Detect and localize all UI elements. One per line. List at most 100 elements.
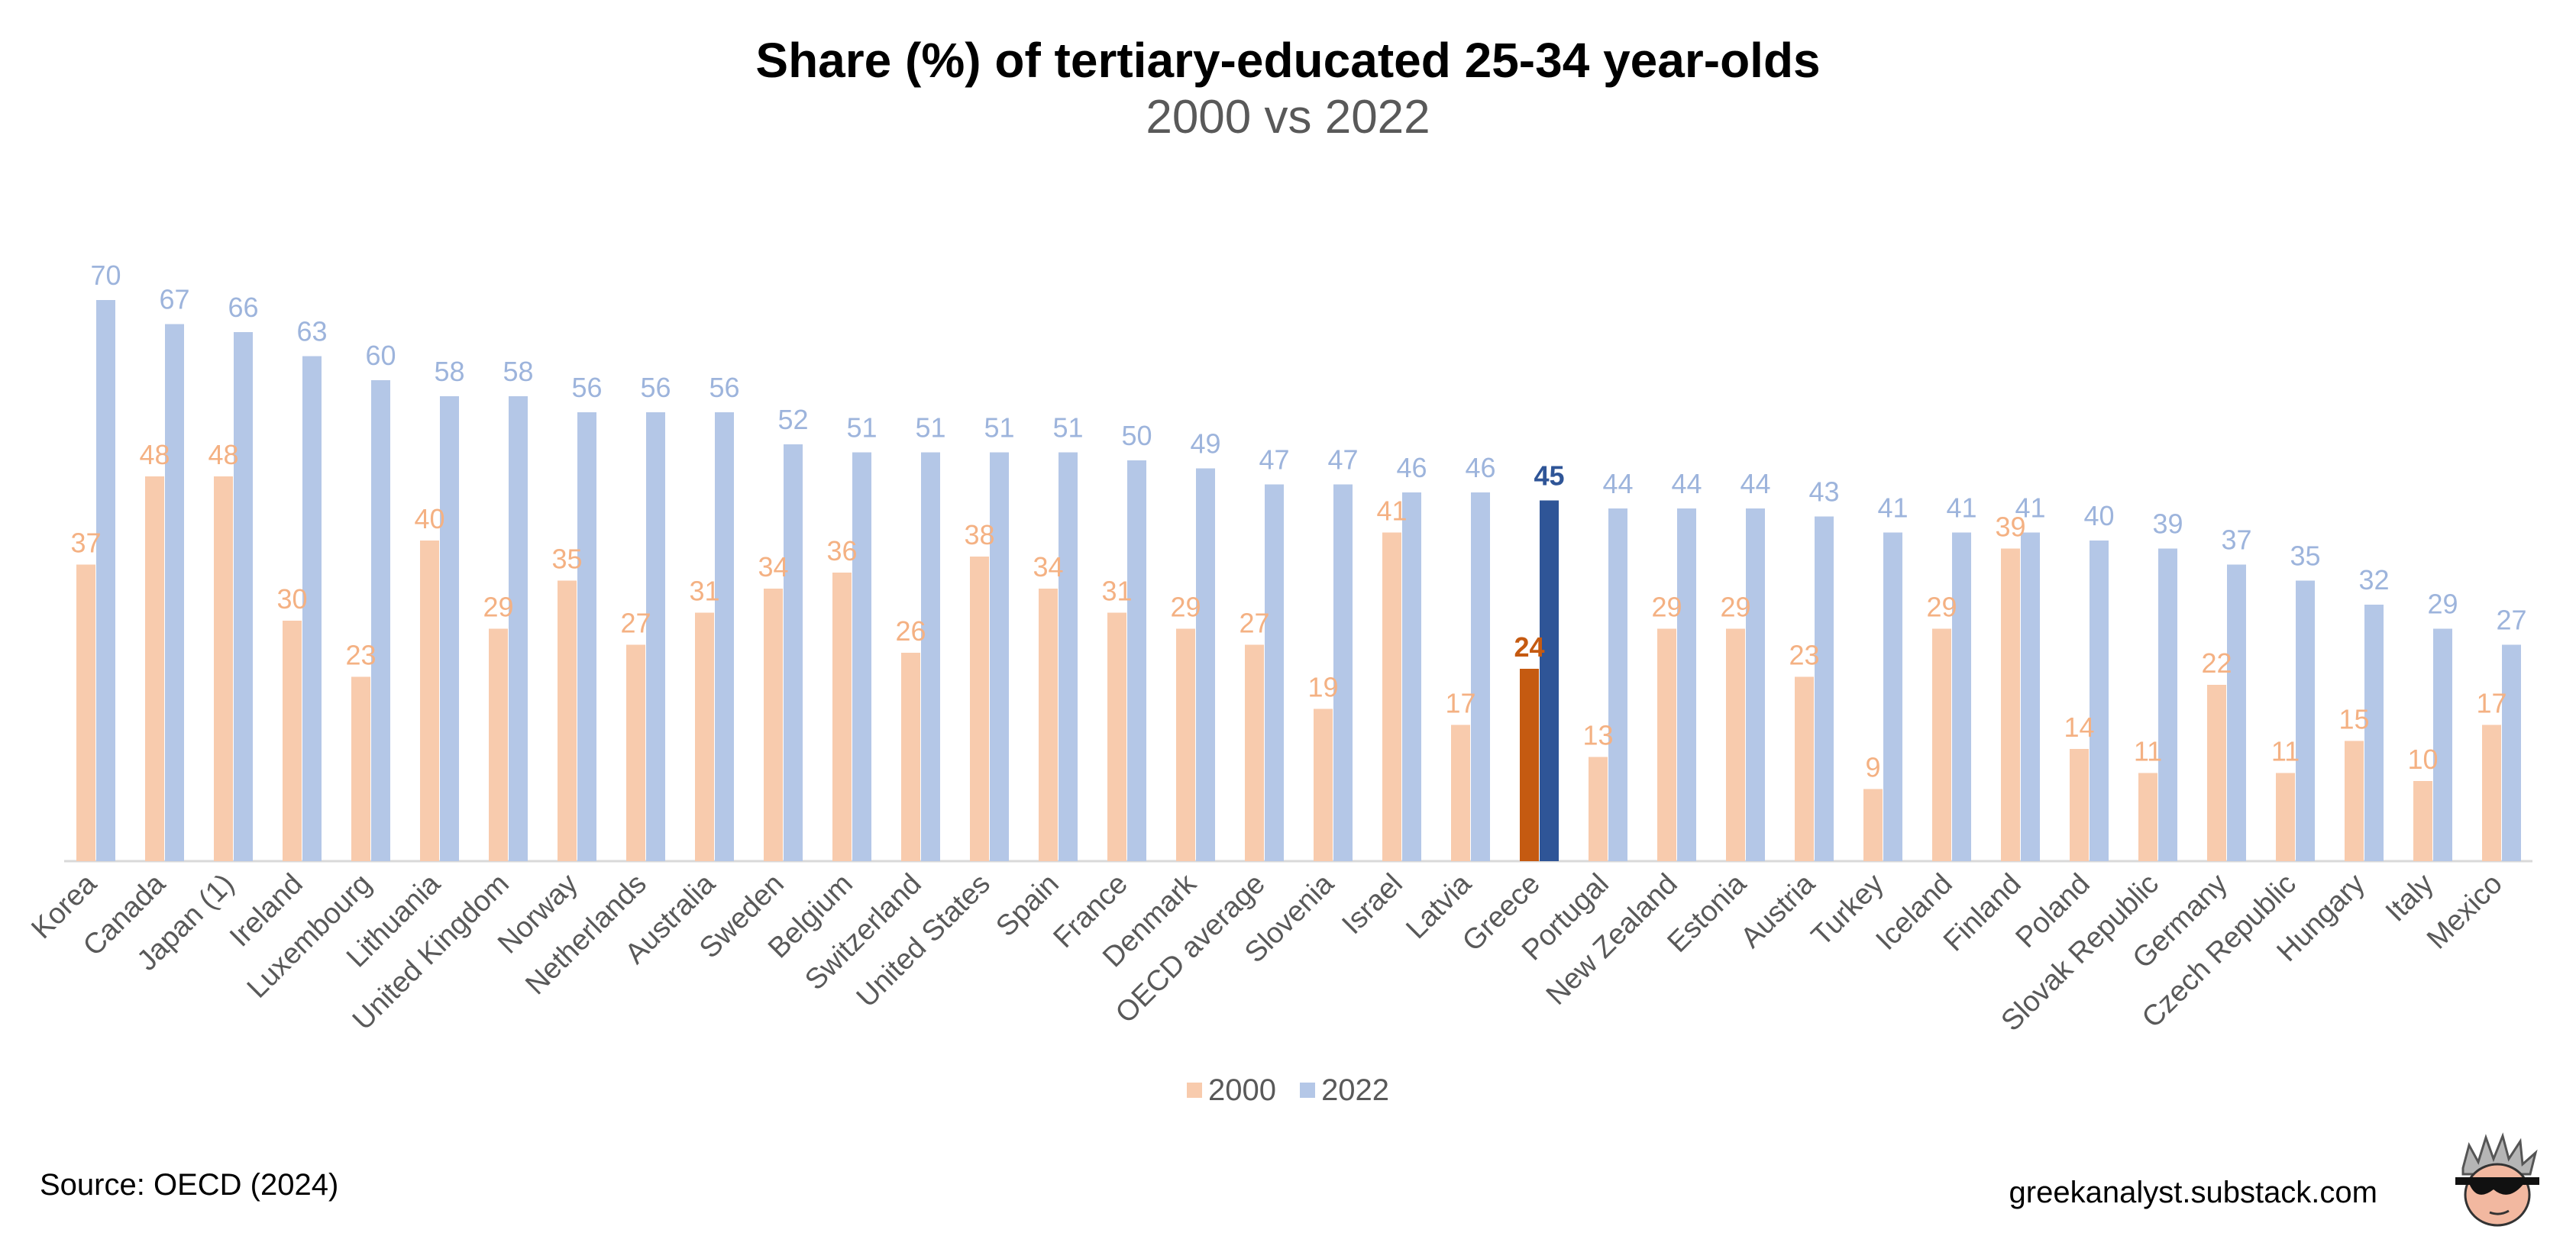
data-label-2022: 56	[571, 372, 602, 403]
bar-2000	[1863, 789, 1883, 861]
bar-2022	[1333, 484, 1353, 861]
category-label: Estonia	[1662, 867, 1753, 959]
data-label-2000: 31	[1101, 576, 1132, 607]
data-label-2000: 36	[826, 535, 857, 566]
legend-label-2022: 2022	[1321, 1073, 1390, 1107]
data-label-2022: 52	[777, 404, 808, 435]
bar-2022	[1540, 500, 1559, 861]
data-label-2000: 29	[483, 592, 513, 623]
legend-item-2000: 2000	[1186, 1073, 1276, 1108]
data-label-2022: 49	[1190, 428, 1220, 460]
data-label-2022: 67	[159, 284, 189, 315]
data-label-2022: 43	[1808, 476, 1839, 508]
bar-2000	[1795, 676, 1814, 861]
data-label-2000: 17	[1445, 688, 1475, 719]
data-label-2022: 37	[2221, 524, 2251, 556]
data-label-2000: 34	[1033, 551, 1063, 583]
data-label-2000: 24	[1514, 631, 1544, 663]
data-label-2000: 11	[2134, 736, 2162, 767]
data-label-2000: 29	[1651, 592, 1682, 623]
data-label-2000: 23	[1789, 640, 1819, 671]
bar-2022	[1746, 508, 1765, 861]
bar-2022	[1402, 492, 1421, 861]
bar-2000	[1107, 612, 1126, 861]
bar-2022	[96, 300, 115, 861]
data-label-2000: 9	[1865, 752, 1880, 783]
data-label-2000: 30	[276, 583, 307, 615]
legend-swatch-2000	[1186, 1083, 1202, 1098]
bar-2000	[2207, 685, 2226, 861]
data-label-2022: 47	[1259, 444, 1289, 476]
bar-2000	[1589, 757, 1608, 861]
bar-2000	[695, 612, 714, 861]
bar-2022	[646, 412, 665, 861]
data-label-2000: 22	[2201, 647, 2232, 679]
data-label-2022: 45	[1534, 460, 1564, 492]
bar-2022	[852, 452, 871, 861]
bar-2000	[1382, 532, 1401, 861]
data-label-2022: 70	[90, 260, 121, 291]
category-label: Italy	[2380, 868, 2440, 928]
legend-swatch-2022	[1300, 1083, 1316, 1098]
data-label-2022: 44	[1740, 468, 1770, 499]
data-label-2000: 14	[2064, 712, 2094, 743]
data-label-2000: 35	[551, 544, 582, 575]
data-label-2022: 32	[2358, 564, 2389, 595]
bar-2022	[2502, 644, 2521, 861]
data-label-2022: 58	[434, 356, 464, 387]
data-label-2000: 29	[1170, 592, 1201, 623]
data-label-2022: 56	[709, 372, 739, 403]
bar-2022	[1677, 508, 1696, 861]
bar-2022	[2021, 532, 2040, 861]
legend: 2000 2022	[0, 1071, 2576, 1108]
data-label-2000: 15	[2338, 704, 2369, 735]
data-label-2000: 31	[689, 576, 719, 607]
bar-2000	[2345, 741, 2364, 861]
data-label-2022: 51	[1052, 412, 1083, 444]
data-label-2000: 48	[208, 439, 238, 470]
bar-2000	[351, 676, 370, 861]
bar-2000	[489, 628, 508, 861]
data-label-2000: 13	[1582, 720, 1613, 751]
bar-2022	[509, 396, 528, 861]
bar-2022	[165, 324, 184, 861]
data-label-2022: 58	[503, 356, 533, 387]
data-label-2022: 51	[984, 412, 1014, 444]
bar-2022	[234, 332, 253, 861]
source-note: Source: OECD (2024)	[40, 1168, 339, 1202]
bar-2022	[2433, 628, 2452, 861]
legend-item-2022: 2022	[1300, 1073, 1389, 1108]
data-label-2000: 17	[2476, 688, 2507, 719]
data-label-2000: 29	[1926, 592, 1957, 623]
bar-2000	[420, 541, 439, 861]
bar-2000	[1245, 644, 1264, 861]
bar-2022	[784, 444, 803, 861]
bar-2022	[1608, 508, 1627, 861]
bar-2000	[1932, 628, 1951, 861]
data-label-2000: 19	[1307, 672, 1338, 703]
data-label-2022: 46	[1396, 452, 1427, 483]
bar-2022	[577, 412, 596, 861]
data-label-2000: 11	[2271, 736, 2300, 767]
data-label-2022: 60	[365, 340, 396, 371]
data-label-2022: 51	[846, 412, 877, 444]
data-label-2000: 23	[345, 640, 376, 671]
bar-2000	[2138, 773, 2157, 861]
data-label-2000: 27	[1239, 608, 1269, 639]
mascot-logo	[2455, 1132, 2539, 1227]
data-label-2022: 39	[2152, 508, 2183, 540]
bar-2022	[1883, 532, 1902, 861]
data-label-2022: 44	[1602, 468, 1633, 499]
bar-2022	[1059, 452, 1078, 861]
bar-2022	[1952, 532, 1971, 861]
data-label-2000: 39	[1995, 512, 2025, 543]
data-label-2022: 29	[2427, 589, 2458, 620]
data-label-2000: 41	[1376, 495, 1407, 527]
bar-2000	[764, 589, 783, 861]
data-label-2000: 40	[414, 503, 444, 534]
bar-2000	[626, 644, 645, 861]
bar-2000	[1657, 628, 1676, 861]
data-label-2022: 41	[1946, 492, 1976, 524]
data-label-2022: 41	[2015, 492, 2045, 524]
